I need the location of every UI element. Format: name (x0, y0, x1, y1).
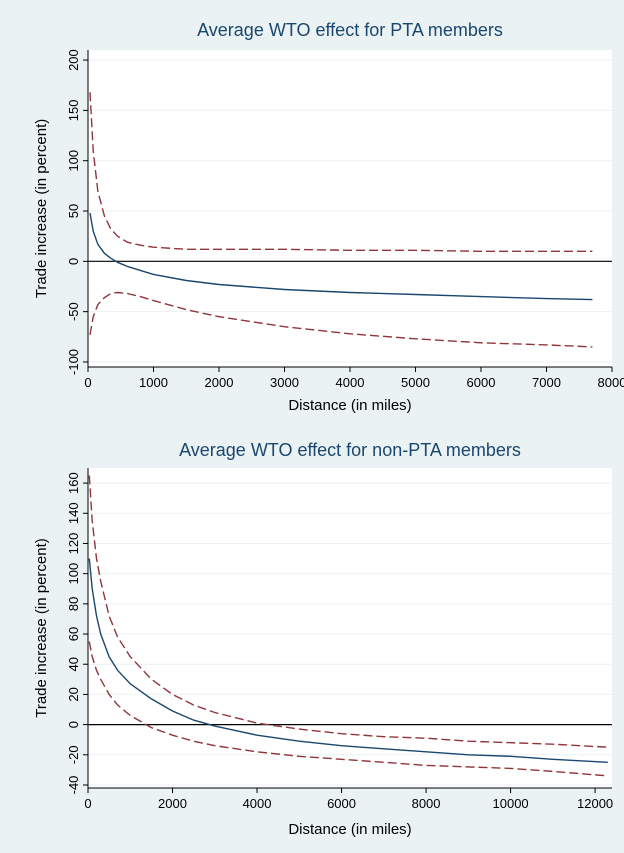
x-tick-label: 12000 (577, 796, 613, 811)
upper-ci-line (89, 92, 593, 253)
x-tick-label: 3000 (270, 375, 299, 390)
x-axis-label: Distance (in miles) (288, 397, 411, 414)
x-tick-label: 4000 (336, 375, 365, 390)
x-tick-label: 2000 (158, 796, 187, 811)
y-tick-label: 150 (66, 100, 81, 122)
y-tick-label: 120 (66, 533, 81, 555)
x-tick-label: 2000 (205, 375, 234, 390)
chart-title: Average WTO effect for PTA members (197, 20, 503, 40)
x-tick-label: 6000 (327, 796, 356, 811)
y-tick-label: 80 (66, 597, 81, 611)
lower-ci-line (88, 641, 608, 777)
y-tick-label: 60 (66, 627, 81, 641)
y-tick-label: 40 (66, 657, 81, 671)
x-tick-label: 7000 (532, 375, 561, 390)
estimate-line (89, 212, 593, 301)
x-tick-label: 4000 (243, 796, 272, 811)
y-tick-label: -50 (66, 302, 81, 321)
y-tick-label: 20 (66, 687, 81, 701)
y-tick-label: 0 (66, 258, 81, 265)
x-tick-label: 8000 (412, 796, 441, 811)
estimate-line (88, 558, 608, 763)
x-tick-label: 1000 (139, 375, 168, 390)
y-tick-label: -40 (66, 776, 81, 795)
x-tick-label: 8000 (598, 375, 624, 390)
x-tick-label: 0 (84, 796, 91, 811)
y-tick-label: 0 (66, 721, 81, 728)
x-tick-label: 0 (84, 375, 91, 390)
lower-ci-line (89, 291, 593, 348)
plot-area (88, 50, 612, 367)
x-tick-label: 6000 (467, 375, 496, 390)
y-axis-label: Trade increase (in percent) (33, 119, 50, 299)
y-tick-label: -20 (66, 745, 81, 764)
chart-title: Average WTO effect for non-PTA members (179, 440, 521, 460)
upper-ci-line (88, 475, 608, 748)
plot-area (88, 468, 612, 788)
y-tick-label: 50 (66, 204, 81, 218)
y-axis-label: Trade increase (in percent) (33, 538, 50, 718)
y-tick-label: 100 (66, 563, 81, 585)
x-axis-label: Distance (in miles) (288, 821, 411, 838)
y-tick-label: 160 (66, 472, 81, 494)
x-tick-label: 10000 (493, 796, 529, 811)
chart-panel-non-pta: Average WTO effect for non-PTA members 0 2… (33, 440, 613, 838)
y-tick-label: 200 (66, 49, 81, 71)
y-tick-label: 100 (66, 150, 81, 172)
x-tick-label: 5000 (401, 375, 430, 390)
y-tick-label: -100 (66, 349, 81, 375)
y-tick-label: 140 (66, 502, 81, 524)
